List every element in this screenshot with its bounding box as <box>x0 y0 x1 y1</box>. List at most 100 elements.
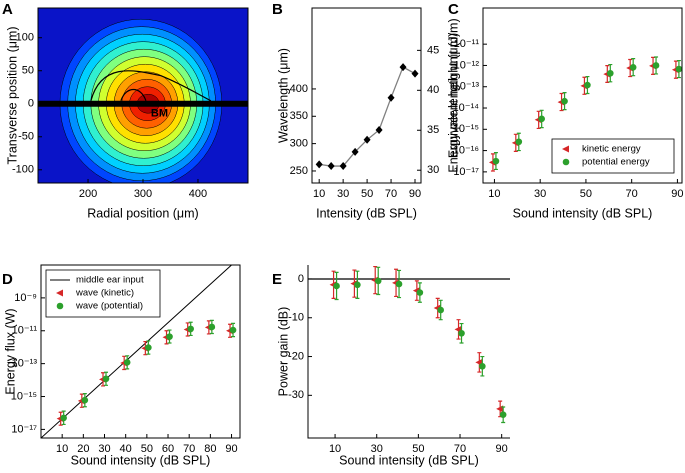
data-point <box>416 289 424 296</box>
data-point <box>166 333 173 340</box>
panel-letter: B <box>272 1 283 18</box>
x-tick-label: 70 <box>626 188 638 200</box>
panel-letter: E <box>272 271 282 288</box>
x-axis-label: Sound intensity (dB SPL) <box>339 453 479 467</box>
data-point <box>387 93 395 102</box>
data-point <box>375 125 383 134</box>
x-tick-label: 30 <box>98 443 110 455</box>
data-point <box>81 396 89 404</box>
x-tick-label: 90 <box>671 188 683 200</box>
x-tick-label: 50 <box>141 443 153 455</box>
data-point <box>675 65 682 73</box>
y-tick-label: 10⁻¹⁵ <box>453 123 479 135</box>
data-point <box>60 414 67 422</box>
y-tick-label: 10⁻¹² <box>454 59 480 71</box>
data-point <box>229 326 237 334</box>
y-tick-label: 10⁻⁹ <box>14 292 37 304</box>
x-tick-label: 90 <box>225 443 237 455</box>
data-point <box>538 115 545 123</box>
data-point <box>492 157 500 165</box>
panel-letter: D <box>2 271 13 288</box>
data-point <box>458 329 465 337</box>
data-point <box>351 147 359 156</box>
y-tick-label: -100 <box>12 164 34 176</box>
panel-letter: C <box>448 1 459 18</box>
legend-swatch <box>56 289 63 297</box>
x-tick-label: 300 <box>134 188 152 200</box>
y-tick-label: 250 <box>290 165 308 177</box>
y-tick-label: 0 <box>28 98 34 110</box>
y-tick-label: 10⁻¹⁷ <box>453 166 479 178</box>
data-point <box>145 344 152 351</box>
x-tick-label: 400 <box>189 188 207 200</box>
y-tick-label: -30 <box>288 389 304 401</box>
y-tick-label: -10 <box>288 312 304 324</box>
legend-box <box>551 138 675 174</box>
data-point <box>437 306 444 314</box>
x-axis-label: Intensity (dB SPL) <box>316 206 417 220</box>
y-tick-label: 10⁻¹⁴ <box>453 102 480 114</box>
y-axis-label: Energy flux (W) <box>3 308 17 394</box>
data-point <box>395 280 403 288</box>
y-tick-label: 0 <box>298 273 304 285</box>
y-tick-label: 300 <box>290 138 308 150</box>
plot-area <box>488 56 682 172</box>
x-axis-label: Sound intensity (dB SPL) <box>71 453 211 467</box>
y-tick-label: 350 <box>290 110 308 122</box>
legend-swatch <box>562 145 569 153</box>
y-tick-label: -20 <box>288 350 304 362</box>
y-axis-label: Energy per length unit (J/m) <box>446 18 460 172</box>
axes-frame <box>307 265 510 439</box>
legend-swatch <box>56 302 64 310</box>
x-tick-label: 70 <box>454 443 466 455</box>
annotation: BM <box>151 108 168 120</box>
plot-area <box>315 63 419 171</box>
data-point <box>374 277 382 285</box>
x-tick-label: 30 <box>337 188 349 200</box>
data-point <box>363 135 371 144</box>
x-tick-label: 10 <box>56 443 68 455</box>
y-axis-label: Transverse position (μm) <box>5 26 19 164</box>
organ-outline <box>120 88 147 101</box>
data-point <box>479 362 486 370</box>
axes-frame <box>40 264 241 439</box>
legend-box <box>45 269 161 318</box>
legend-swatch <box>562 158 570 166</box>
x-tick-label: 20 <box>77 443 89 455</box>
plot-area <box>308 265 510 424</box>
x-tick-label: 80 <box>204 443 216 455</box>
legend-label: middle ear input <box>76 275 144 286</box>
x-tick-label: 90 <box>496 443 508 455</box>
y-tick-label: 10⁻¹⁵ <box>11 390 37 402</box>
x-tick-label: 200 <box>79 188 97 200</box>
x-tick-label: 50 <box>361 188 373 200</box>
x-axis-label: Sound intensity (dB SPL) <box>513 206 653 220</box>
x-tick-label: 50 <box>412 443 424 455</box>
data-point <box>333 282 340 290</box>
data-point <box>354 281 361 289</box>
x-tick-label: 70 <box>385 188 397 200</box>
x-tick-label: 50 <box>580 188 592 200</box>
x-tick-label: 90 <box>409 188 421 200</box>
y-tick-label: 10⁻¹³ <box>12 358 38 370</box>
legend-label: wave (kinetic) <box>75 288 134 299</box>
plot-area <box>38 8 248 183</box>
legend-label: wave (potential) <box>75 301 143 312</box>
panel-letter: A <box>2 1 13 18</box>
y2-tick-label: 40 <box>427 84 439 96</box>
x-tick-label: 10 <box>488 188 500 200</box>
y-tick-label: 10⁻¹⁶ <box>453 144 479 156</box>
axes-frame <box>482 7 683 184</box>
x-tick-label: 70 <box>183 443 195 455</box>
y-axis-label: Power gain (dB) <box>276 307 290 397</box>
data-point <box>102 375 110 383</box>
axes-frame <box>311 7 422 184</box>
x-tick-label: 60 <box>162 443 174 455</box>
data-point <box>652 62 660 69</box>
data-point <box>399 63 407 72</box>
y2-tick-label: 45 <box>427 44 439 56</box>
series-line <box>41 265 232 438</box>
data-point <box>584 81 591 89</box>
